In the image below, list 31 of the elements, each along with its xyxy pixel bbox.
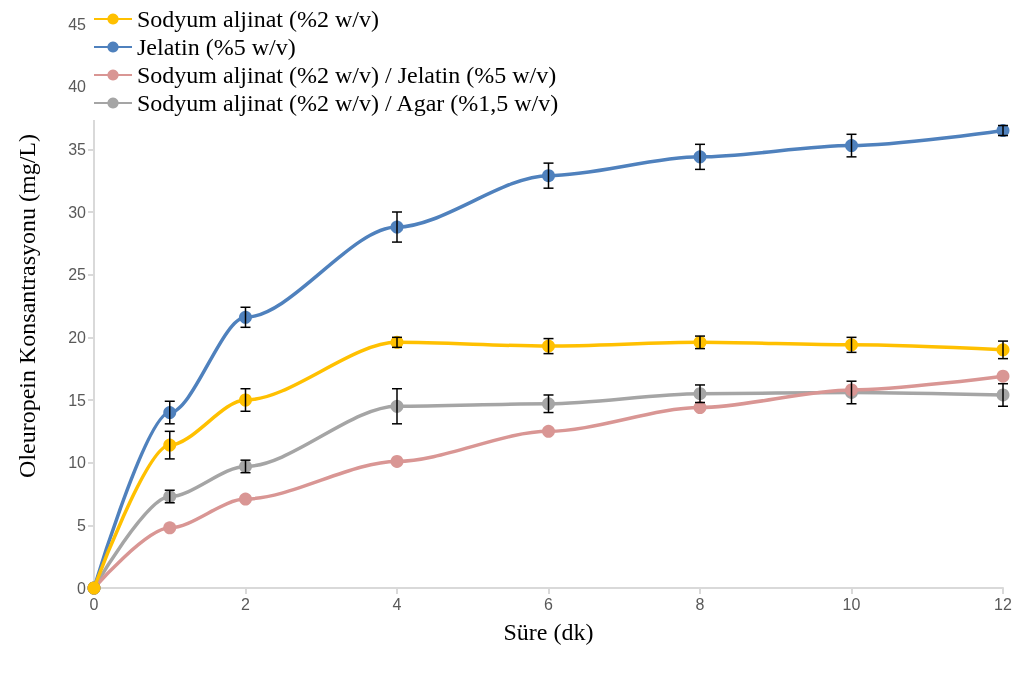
x-axis-title: Süre (dk) (503, 619, 594, 645)
x-tick-label: 2 (241, 595, 251, 613)
y-tick-label: 5 (77, 516, 87, 534)
y-tick-label: 30 (68, 203, 87, 221)
y-tick-label: 0 (77, 579, 87, 597)
point (239, 492, 252, 506)
x-tick-label: 8 (695, 595, 705, 613)
x-tick-label: 6 (544, 595, 554, 613)
legend-label: Sodyum aljinat (%2 w/v) (137, 6, 379, 32)
y-tick-label: 40 (68, 78, 87, 96)
x-tick-label: 4 (392, 595, 402, 613)
point (845, 139, 858, 153)
point (163, 521, 177, 535)
y-tick-label: 20 (68, 328, 87, 346)
legend-label: Sodyum aljinat (%2 w/v) / Jelatin (%5 w/v) (137, 62, 557, 88)
x-tick-label: 12 (994, 595, 1012, 613)
y-axis-title: Oleuropein Konsantrasyonu (mg/L) (14, 134, 40, 478)
x-tick-label: 0 (89, 595, 99, 613)
point (996, 369, 1010, 383)
y-tick-label: 15 (68, 391, 87, 409)
y-tick-label: 25 (68, 266, 87, 284)
y-tick-label: 35 (68, 140, 87, 158)
point (542, 424, 555, 438)
point (390, 454, 404, 468)
x-tick-label: 10 (842, 595, 861, 613)
y-tick-label: 10 (68, 454, 87, 472)
point (542, 169, 555, 183)
legend-label: Jelatin (%5 w/v) (137, 34, 296, 60)
y-tick-label: 45 (68, 15, 87, 33)
legend-label: Sodyum aljinat (%2 w/v) / Agar (%1,5 w/v) (137, 90, 559, 116)
point (693, 401, 707, 415)
